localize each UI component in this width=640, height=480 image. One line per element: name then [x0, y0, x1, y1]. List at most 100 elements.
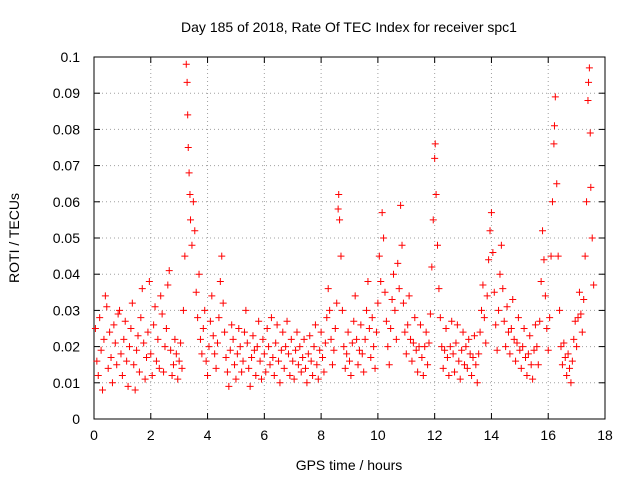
data-point-marker [575, 288, 583, 296]
data-point-marker [547, 252, 555, 260]
data-point-marker [257, 375, 265, 383]
data-point-marker [296, 343, 304, 351]
data-point-marker [216, 277, 224, 285]
data-point-marker [242, 306, 250, 314]
x-tick-label: 16 [540, 427, 556, 443]
data-point-marker [448, 317, 456, 325]
data-point-marker [283, 317, 291, 325]
data-point-marker [543, 325, 551, 332]
data-point-marker [506, 350, 514, 358]
data-point-marker [574, 314, 582, 322]
data-point-marker [307, 357, 315, 365]
data-point-marker [405, 292, 413, 300]
data-point-marker [357, 321, 365, 329]
data-point-marker [516, 346, 524, 354]
data-point-marker [540, 256, 548, 264]
data-point-marker [172, 350, 180, 358]
data-point-marker [407, 335, 415, 343]
data-point-marker [140, 339, 148, 347]
data-point-marker [290, 375, 298, 383]
y-axis-label: ROTI / TECUs [6, 193, 22, 283]
data-point-marker [137, 314, 145, 322]
data-point-marker [218, 252, 226, 260]
data-point-marker [365, 325, 373, 332]
data-point-marker [363, 306, 371, 314]
data-point-marker [270, 372, 278, 380]
data-point-marker [272, 339, 280, 347]
data-point-marker [116, 306, 124, 314]
data-point-marker [347, 372, 355, 380]
data-point-marker [161, 343, 169, 351]
data-point-marker [259, 335, 267, 343]
data-point-marker [229, 335, 237, 343]
data-point-marker [429, 216, 437, 224]
data-point-marker [155, 364, 163, 372]
data-point-marker [277, 346, 285, 354]
data-point-marker [99, 386, 107, 394]
data-point-marker [402, 350, 410, 358]
data-point-marker [577, 310, 585, 318]
data-point-marker [213, 339, 221, 347]
data-point-marker [252, 372, 260, 380]
data-point-marker [541, 292, 549, 300]
data-point-marker [526, 332, 534, 340]
data-point-marker [202, 357, 210, 365]
data-point-marker [534, 361, 542, 369]
data-point-marker [585, 78, 593, 86]
data-point-marker [184, 144, 192, 151]
data-point-marker [399, 299, 407, 307]
data-point-marker [282, 343, 290, 351]
data-point-marker [143, 353, 151, 361]
data-point-marker [323, 314, 331, 322]
data-point-marker [314, 375, 322, 383]
data-point-marker [245, 364, 253, 372]
y-tick-label: 0.09 [53, 85, 80, 101]
data-point-marker [372, 328, 380, 336]
data-point-marker [504, 328, 512, 336]
data-point-marker [412, 346, 420, 354]
data-point-marker [91, 325, 99, 332]
data-point-marker [416, 321, 424, 329]
data-point-marker [451, 368, 459, 376]
data-point-marker [390, 270, 398, 278]
data-point-marker [212, 364, 220, 372]
data-point-marker [587, 183, 595, 191]
data-point-marker [414, 368, 422, 376]
data-point-marker [293, 328, 301, 336]
data-point-marker [419, 372, 427, 380]
data-point-marker [130, 361, 138, 369]
data-point-marker [304, 350, 312, 358]
data-point-marker [522, 353, 530, 361]
data-point-marker [395, 285, 403, 293]
data-point-marker [558, 361, 566, 369]
data-point-marker [422, 328, 430, 336]
data-point-marker [434, 241, 442, 249]
data-point-marker [546, 314, 554, 322]
data-point-marker [327, 335, 335, 343]
data-point-marker [209, 332, 217, 340]
data-point-marker [276, 379, 284, 387]
y-tick-label: 0.02 [53, 339, 80, 355]
data-point-marker [100, 335, 108, 343]
data-point-marker [289, 357, 297, 365]
data-point-marker [536, 317, 544, 325]
data-point-marker [187, 216, 195, 224]
data-point-marker [135, 368, 143, 376]
data-point-marker [387, 325, 395, 332]
data-point-marker [177, 339, 185, 347]
data-point-marker [567, 379, 575, 387]
data-point-marker [476, 328, 484, 336]
data-point-marker [169, 361, 177, 369]
data-point-marker [421, 343, 429, 351]
data-point-marker [232, 375, 240, 383]
data-point-marker [554, 252, 562, 260]
data-point-marker [221, 328, 229, 336]
data-point-marker [110, 321, 118, 329]
data-point-marker [107, 353, 115, 361]
data-point-marker [260, 350, 268, 358]
data-point-marker [439, 364, 447, 372]
data-point-marker [226, 346, 234, 354]
data-point-marker [201, 306, 209, 314]
x-axis-label: GPS time / hours [296, 457, 403, 473]
data-point-marker [179, 306, 187, 314]
